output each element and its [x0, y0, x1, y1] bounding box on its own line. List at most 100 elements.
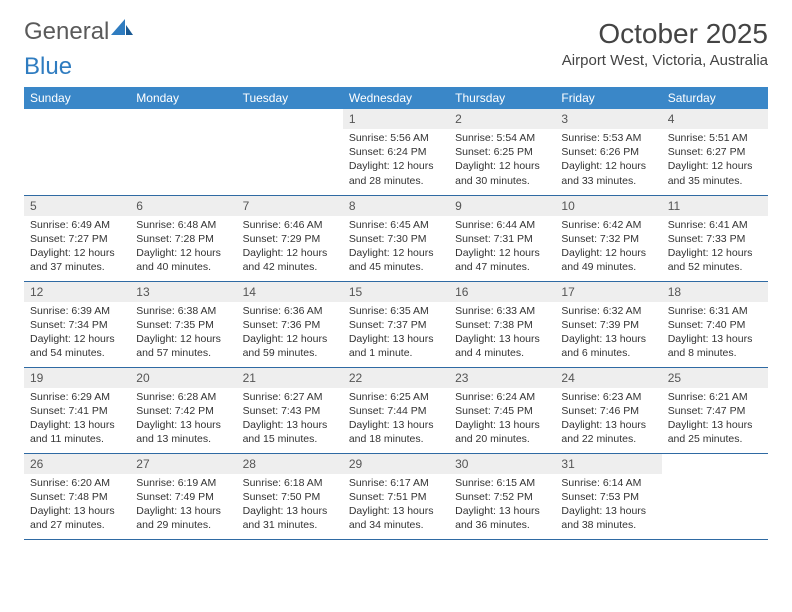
calendar-table: Sunday Monday Tuesday Wednesday Thursday… [24, 87, 768, 540]
weekday-header: Monday [130, 87, 236, 109]
daylight-text: Daylight: 12 hours [561, 246, 655, 260]
weekday-header: Saturday [662, 87, 768, 109]
logo-text-gray: General [24, 18, 109, 46]
calendar-cell: 9Sunrise: 6:44 AMSunset: 7:31 PMDaylight… [449, 195, 555, 281]
calendar-cell: 19Sunrise: 6:29 AMSunset: 7:41 PMDayligh… [24, 367, 130, 453]
sunrise-text: Sunrise: 5:56 AM [349, 131, 443, 145]
sunset-text: Sunset: 7:48 PM [30, 490, 124, 504]
sunset-text: Sunset: 7:37 PM [349, 318, 443, 332]
cell-body: Sunrise: 6:41 AMSunset: 7:33 PMDaylight:… [662, 218, 768, 275]
sunset-text: Sunset: 7:51 PM [349, 490, 443, 504]
cell-body: Sunrise: 6:18 AMSunset: 7:50 PMDaylight:… [237, 476, 343, 533]
cell-body: Sunrise: 6:23 AMSunset: 7:46 PMDaylight:… [555, 390, 661, 447]
calendar-cell: 16Sunrise: 6:33 AMSunset: 7:38 PMDayligh… [449, 281, 555, 367]
sunset-text: Sunset: 7:50 PM [243, 490, 337, 504]
daylight-text: and 29 minutes. [136, 518, 230, 532]
day-number: 16 [449, 282, 555, 302]
day-number: 13 [130, 282, 236, 302]
sunrise-text: Sunrise: 5:53 AM [561, 131, 655, 145]
sunrise-text: Sunrise: 6:27 AM [243, 390, 337, 404]
day-number: 30 [449, 454, 555, 474]
day-number: 10 [555, 196, 661, 216]
daylight-text: and 37 minutes. [30, 260, 124, 274]
calendar-cell [130, 109, 236, 195]
daylight-text: Daylight: 13 hours [561, 332, 655, 346]
daylight-text: Daylight: 13 hours [349, 332, 443, 346]
weekday-header: Sunday [24, 87, 130, 109]
calendar-cell: 14Sunrise: 6:36 AMSunset: 7:36 PMDayligh… [237, 281, 343, 367]
sunrise-text: Sunrise: 6:39 AM [30, 304, 124, 318]
sunset-text: Sunset: 7:47 PM [668, 404, 762, 418]
logo: General [24, 18, 133, 46]
cell-body: Sunrise: 6:38 AMSunset: 7:35 PMDaylight:… [130, 304, 236, 361]
sunset-text: Sunset: 7:29 PM [243, 232, 337, 246]
daylight-text: and 22 minutes. [561, 432, 655, 446]
sunset-text: Sunset: 6:26 PM [561, 145, 655, 159]
calendar-cell: 20Sunrise: 6:28 AMSunset: 7:42 PMDayligh… [130, 367, 236, 453]
daylight-text: and 11 minutes. [30, 432, 124, 446]
cell-body: Sunrise: 5:54 AMSunset: 6:25 PMDaylight:… [449, 131, 555, 188]
cell-body: Sunrise: 6:20 AMSunset: 7:48 PMDaylight:… [24, 476, 130, 533]
sunset-text: Sunset: 7:31 PM [455, 232, 549, 246]
daylight-text: Daylight: 13 hours [455, 418, 549, 432]
calendar-cell: 13Sunrise: 6:38 AMSunset: 7:35 PMDayligh… [130, 281, 236, 367]
sunrise-text: Sunrise: 6:44 AM [455, 218, 549, 232]
sunset-text: Sunset: 7:38 PM [455, 318, 549, 332]
calendar-cell: 12Sunrise: 6:39 AMSunset: 7:34 PMDayligh… [24, 281, 130, 367]
cell-body: Sunrise: 6:21 AMSunset: 7:47 PMDaylight:… [662, 390, 768, 447]
day-number: 4 [662, 109, 768, 129]
calendar-cell: 5Sunrise: 6:49 AMSunset: 7:27 PMDaylight… [24, 195, 130, 281]
sunrise-text: Sunrise: 6:46 AM [243, 218, 337, 232]
day-number: 21 [237, 368, 343, 388]
daylight-text: Daylight: 13 hours [668, 418, 762, 432]
daylight-text: and 8 minutes. [668, 346, 762, 360]
daylight-text: and 33 minutes. [561, 174, 655, 188]
weekday-header: Wednesday [343, 87, 449, 109]
calendar-cell: 30Sunrise: 6:15 AMSunset: 7:52 PMDayligh… [449, 453, 555, 539]
calendar-cell: 21Sunrise: 6:27 AMSunset: 7:43 PMDayligh… [237, 367, 343, 453]
daylight-text: Daylight: 13 hours [136, 418, 230, 432]
sunset-text: Sunset: 7:28 PM [136, 232, 230, 246]
calendar-cell: 7Sunrise: 6:46 AMSunset: 7:29 PMDaylight… [237, 195, 343, 281]
daylight-text: Daylight: 13 hours [30, 504, 124, 518]
calendar-cell: 24Sunrise: 6:23 AMSunset: 7:46 PMDayligh… [555, 367, 661, 453]
calendar-cell: 6Sunrise: 6:48 AMSunset: 7:28 PMDaylight… [130, 195, 236, 281]
day-number: 5 [24, 196, 130, 216]
sunset-text: Sunset: 6:27 PM [668, 145, 762, 159]
day-number: 26 [24, 454, 130, 474]
sunrise-text: Sunrise: 6:31 AM [668, 304, 762, 318]
calendar-cell: 31Sunrise: 6:14 AMSunset: 7:53 PMDayligh… [555, 453, 661, 539]
sunrise-text: Sunrise: 6:36 AM [243, 304, 337, 318]
weekday-header: Friday [555, 87, 661, 109]
cell-body: Sunrise: 6:36 AMSunset: 7:36 PMDaylight:… [237, 304, 343, 361]
sunset-text: Sunset: 7:42 PM [136, 404, 230, 418]
daylight-text: and 4 minutes. [455, 346, 549, 360]
daylight-text: and 38 minutes. [561, 518, 655, 532]
calendar-cell: 3Sunrise: 5:53 AMSunset: 6:26 PMDaylight… [555, 109, 661, 195]
sunrise-text: Sunrise: 6:45 AM [349, 218, 443, 232]
cell-body: Sunrise: 5:56 AMSunset: 6:24 PMDaylight:… [343, 131, 449, 188]
daylight-text: and 47 minutes. [455, 260, 549, 274]
day-number: 19 [24, 368, 130, 388]
calendar-cell: 28Sunrise: 6:18 AMSunset: 7:50 PMDayligh… [237, 453, 343, 539]
cell-body: Sunrise: 6:19 AMSunset: 7:49 PMDaylight:… [130, 476, 236, 533]
day-number: 28 [237, 454, 343, 474]
logo-sail-icon [111, 19, 133, 35]
calendar-row: 12Sunrise: 6:39 AMSunset: 7:34 PMDayligh… [24, 281, 768, 367]
calendar-cell: 18Sunrise: 6:31 AMSunset: 7:40 PMDayligh… [662, 281, 768, 367]
daylight-text: Daylight: 13 hours [668, 332, 762, 346]
calendar-cell: 27Sunrise: 6:19 AMSunset: 7:49 PMDayligh… [130, 453, 236, 539]
cell-body: Sunrise: 6:39 AMSunset: 7:34 PMDaylight:… [24, 304, 130, 361]
day-number: 6 [130, 196, 236, 216]
daylight-text: and 49 minutes. [561, 260, 655, 274]
sunset-text: Sunset: 7:34 PM [30, 318, 124, 332]
cell-body: Sunrise: 6:46 AMSunset: 7:29 PMDaylight:… [237, 218, 343, 275]
calendar-cell: 4Sunrise: 5:51 AMSunset: 6:27 PMDaylight… [662, 109, 768, 195]
day-number: 22 [343, 368, 449, 388]
calendar-cell [662, 453, 768, 539]
daylight-text: Daylight: 12 hours [30, 246, 124, 260]
daylight-text: Daylight: 13 hours [136, 504, 230, 518]
cell-body: Sunrise: 6:42 AMSunset: 7:32 PMDaylight:… [555, 218, 661, 275]
daylight-text: Daylight: 12 hours [243, 332, 337, 346]
daylight-text: Daylight: 13 hours [561, 504, 655, 518]
